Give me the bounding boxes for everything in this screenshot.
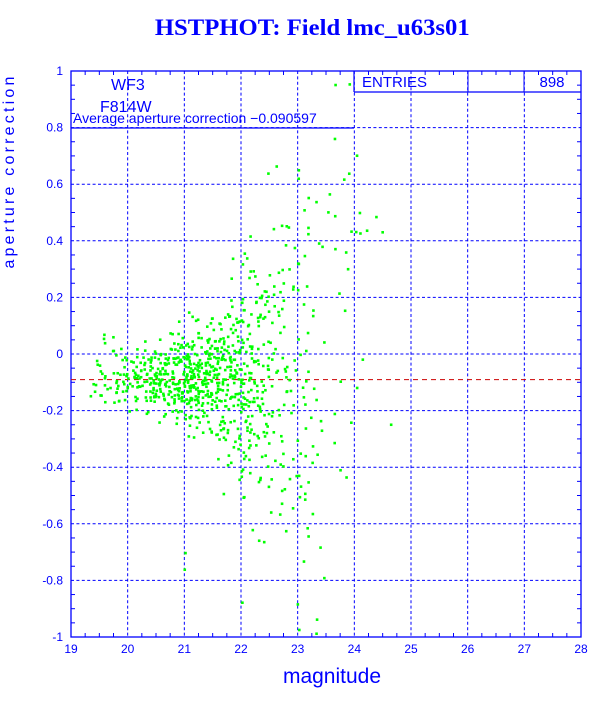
svg-text:-0.6: -0.6	[42, 517, 63, 531]
svg-text:magnitude: magnitude	[283, 665, 381, 688]
svg-text:0.4: 0.4	[46, 234, 63, 248]
svg-text:25: 25	[404, 642, 418, 656]
svg-text:-1: -1	[52, 630, 63, 644]
svg-text:22: 22	[234, 642, 248, 656]
svg-text:24: 24	[348, 642, 362, 656]
svg-text:28: 28	[574, 642, 588, 656]
svg-text:0.6: 0.6	[46, 177, 63, 191]
svg-text:aperture correction: aperture correction	[1, 73, 18, 268]
svg-text:898: 898	[539, 74, 564, 91]
svg-text:26: 26	[461, 642, 475, 656]
svg-text:1: 1	[56, 64, 63, 78]
svg-text:27: 27	[518, 642, 532, 656]
svg-text:Average aperture correction −0: Average aperture correction −0.090597	[73, 110, 317, 126]
svg-text:-0.8: -0.8	[42, 573, 63, 587]
svg-text:0.2: 0.2	[46, 290, 63, 304]
svg-text:20: 20	[121, 642, 135, 656]
svg-text:0: 0	[56, 347, 63, 361]
svg-text:WF3: WF3	[111, 77, 145, 94]
svg-text:-0.2: -0.2	[42, 404, 63, 418]
svg-text:0.8: 0.8	[46, 121, 63, 135]
svg-text:-0.4: -0.4	[42, 460, 63, 474]
svg-text:19: 19	[64, 642, 78, 656]
svg-text:23: 23	[291, 642, 305, 656]
svg-text:ENTRIES: ENTRIES	[362, 74, 427, 91]
svg-text:21: 21	[178, 642, 192, 656]
